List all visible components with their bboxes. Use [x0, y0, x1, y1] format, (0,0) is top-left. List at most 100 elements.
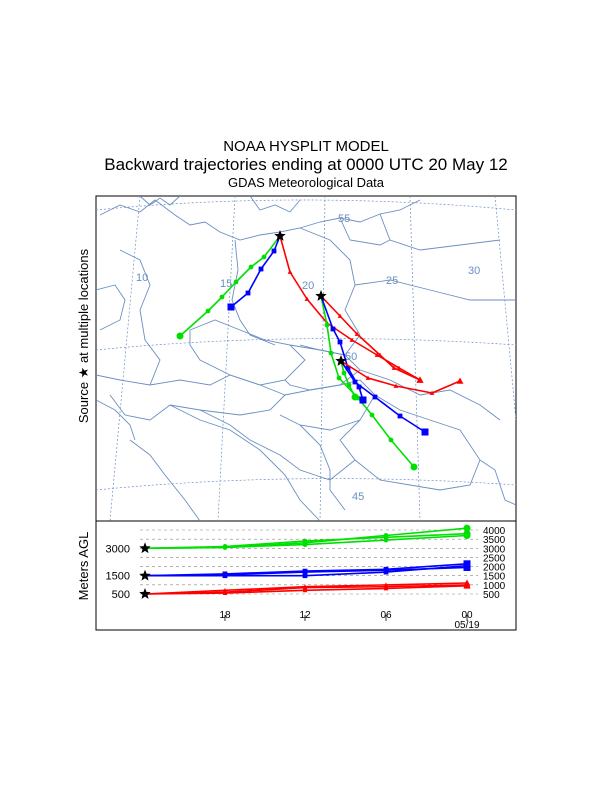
map-trajectory-point [287, 269, 293, 274]
map-trajectory-point [176, 332, 184, 340]
longitude-line [409, 196, 421, 521]
map-borders [96, 196, 516, 521]
lat-label: 55 [338, 213, 350, 225]
map-trajectory-point [369, 412, 375, 418]
country-border [231, 239, 276, 346]
trajectory-title: Backward trajectories ending at 0000 UTC… [104, 155, 508, 174]
height-point [383, 566, 389, 572]
map-trajectory-point [359, 396, 367, 404]
right-tick-label: 500 [483, 590, 500, 601]
height-point [222, 589, 228, 595]
height-point [463, 581, 471, 588]
map-trajectory-point [456, 377, 464, 384]
lon-label: 10 [136, 272, 148, 284]
country-border [339, 217, 391, 246]
map-trajectory-line [320, 295, 421, 381]
map-trajectory-point [245, 290, 251, 296]
map-trajectories [176, 230, 464, 471]
map-trajectory-point [396, 365, 402, 370]
lat-label: 45 [352, 491, 364, 503]
lon-label: 25 [386, 275, 398, 287]
map-trajectory-point [377, 352, 383, 357]
right-tick-label: 3000 [483, 544, 506, 555]
map-area: 10 15 20 25 30 55 50 45 [96, 196, 516, 521]
map-graticule [96, 196, 516, 521]
map-trajectory-point [429, 390, 435, 395]
country-border [109, 394, 171, 421]
height-point [463, 524, 471, 532]
lat-label: 50 [345, 351, 357, 363]
map-trajectory-point [410, 463, 418, 471]
map-trajectory-point [421, 428, 429, 436]
map-source-star [315, 290, 327, 301]
model-title: NOAA HYSPLIT MODEL [223, 138, 389, 155]
map-trajectory-line [340, 360, 356, 398]
map-trajectory-point [372, 394, 378, 400]
source-star [139, 588, 151, 599]
map-trajectory-point [352, 379, 358, 385]
height-trajectories [139, 524, 471, 599]
source-location-label: Source ★ at multiple locations [76, 248, 91, 423]
height-point [463, 562, 471, 570]
map-trajectory-point [388, 437, 394, 443]
map-source-star [335, 355, 347, 366]
map-trajectory-point [219, 294, 225, 300]
map-trajectory-point [391, 365, 397, 370]
left-tick-label: 3000 [106, 543, 130, 555]
right-tick-label: 4000 [483, 526, 506, 537]
map-trajectory-point [261, 254, 267, 260]
left-tick-label: 500 [112, 589, 130, 601]
data-source-title: GDAS Meteorological Data [227, 175, 385, 190]
map-trajectory-point [393, 383, 399, 388]
map-trajectory-point [271, 248, 277, 254]
longitude-line [217, 196, 236, 521]
map-trajectory-point [356, 384, 362, 390]
country-border [379, 213, 501, 251]
coastline [169, 404, 321, 521]
map-trajectory-point [324, 322, 330, 328]
country-border [359, 369, 501, 421]
coastline [129, 439, 201, 521]
coastline [139, 196, 181, 206]
country-border [189, 319, 306, 386]
map-source-star [274, 230, 286, 241]
latitude-line [96, 199, 516, 211]
height-tick-labels: 4000350030002500200015001000500300015005… [106, 526, 506, 631]
right-tick-label: 2500 [483, 553, 506, 564]
map-trajectory-point [365, 375, 371, 380]
right-tick-label: 1500 [483, 572, 506, 583]
height-point [463, 531, 471, 539]
height-point [302, 573, 308, 579]
map-trajectory-point [328, 350, 334, 356]
country-border [284, 344, 361, 391]
y-axis-label: Meters AGL [76, 532, 91, 601]
lon-label: 20 [302, 280, 314, 292]
source-star [139, 542, 151, 554]
longitude-line [109, 196, 141, 521]
height-point [222, 573, 228, 579]
height-point [383, 537, 389, 543]
x-tick-label: 12 [299, 610, 311, 621]
country-border [149, 374, 286, 416]
country-border [339, 394, 481, 491]
height-point [302, 538, 308, 544]
coastline [479, 459, 516, 506]
map-trajectory-point [397, 413, 403, 419]
height-panel-frame [95, 520, 517, 631]
height-point [302, 542, 308, 548]
map-trajectory-point [227, 303, 235, 311]
height-point [302, 585, 308, 590]
country-border [96, 284, 126, 331]
map-trajectory-point [345, 365, 351, 371]
longitude-line [494, 196, 516, 421]
map-trajectory-point [416, 376, 424, 383]
country-border [299, 424, 346, 511]
x-tick-label: 18 [219, 610, 231, 621]
map-trajectory-point [258, 266, 264, 272]
left-tick-label: 1500 [106, 571, 130, 583]
map-trajectory-point [349, 337, 355, 342]
map-trajectory-point [346, 382, 352, 388]
country-border [96, 399, 136, 441]
x-tick-label: 00 [461, 610, 473, 621]
